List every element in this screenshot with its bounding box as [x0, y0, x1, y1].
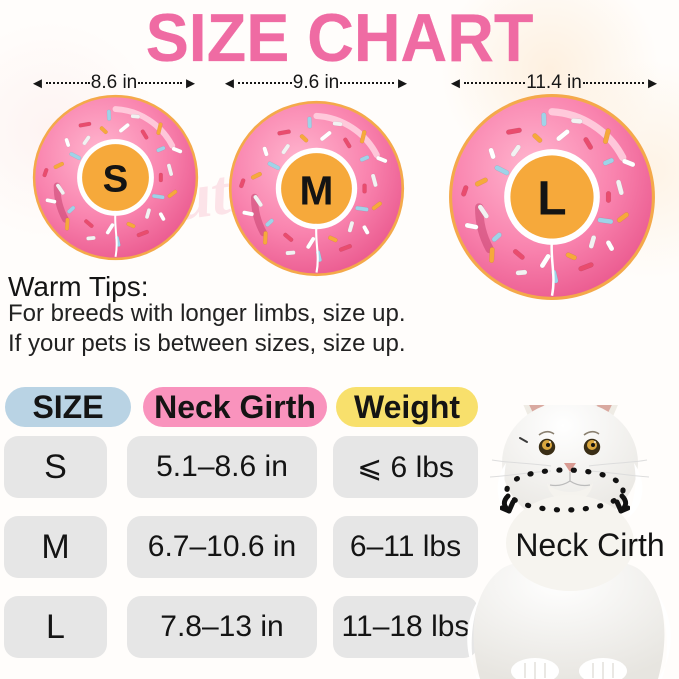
svg-text:M: M — [300, 167, 334, 213]
svg-text:S: S — [103, 158, 129, 201]
svg-text:L: L — [537, 173, 566, 226]
